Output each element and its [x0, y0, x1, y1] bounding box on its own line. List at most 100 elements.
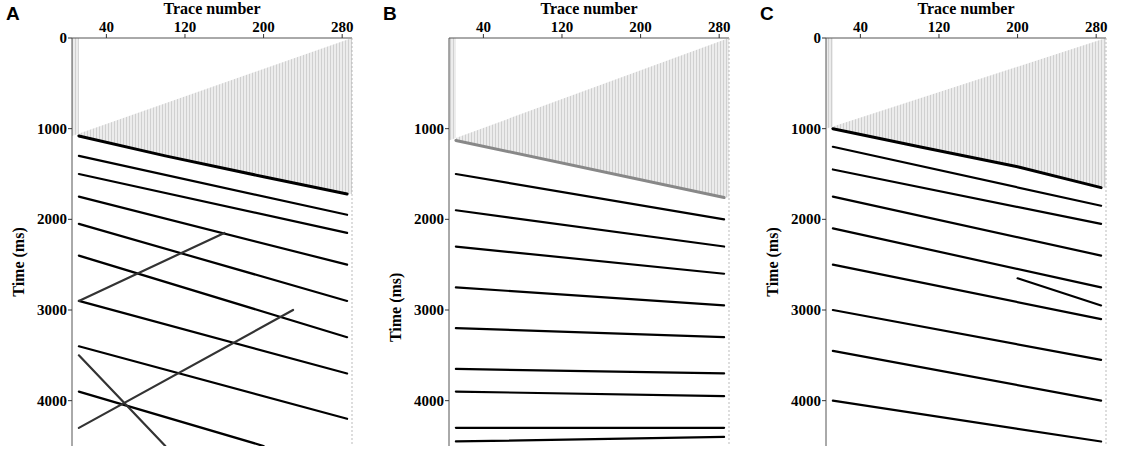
reflection-event: [456, 328, 724, 337]
x-tick-label: 200: [629, 19, 652, 35]
y-tick-label: 4000: [791, 393, 821, 409]
y-tick: [445, 310, 449, 311]
reflection-event: [456, 247, 724, 274]
reflection-event: [833, 265, 1101, 319]
reflection-event: [79, 256, 347, 338]
x-tick-label: 120: [174, 19, 197, 35]
y-tick-label: 1000: [791, 121, 821, 137]
reflection-event: [79, 346, 347, 419]
plot-bg: [449, 38, 729, 446]
reflection-event: [456, 287, 724, 305]
plot-bg: [72, 38, 352, 446]
x-axis-title: Trace number: [540, 0, 637, 17]
reflection-event: [79, 224, 347, 301]
x-tick-label: 200: [1006, 19, 1029, 35]
plot-bg: [826, 38, 1106, 446]
panel: 4012020028001000200030004000Trace number…: [6, 0, 353, 446]
reflection-event: [79, 233, 224, 301]
reflection-event: [456, 392, 724, 397]
panel: 40 120 200 280 1000 2000 3000 4000 Trace number T…: [383, 0, 730, 446]
reflection-event: [79, 310, 293, 428]
y-tick-label: 2000: [37, 211, 67, 227]
x-axis-line: [449, 38, 729, 39]
reflection-event: [456, 210, 724, 246]
reflection-event: [79, 355, 165, 446]
reflection-event: [833, 310, 1101, 360]
y-tick: [445, 400, 449, 401]
muted-zone: [72, 38, 352, 194]
y-tick-label: 3000: [414, 302, 444, 318]
reflection-event: [833, 228, 1101, 287]
right-frame: [352, 38, 353, 446]
x-tick-label: 280: [1085, 19, 1108, 35]
reflection-event: [833, 351, 1101, 401]
panel-label: B: [383, 3, 397, 24]
y-tick-label: 3000: [791, 302, 821, 318]
reflection-event: [79, 197, 347, 265]
y-tick-label: 2000: [791, 211, 821, 227]
y-tick: [822, 400, 826, 401]
y-tick: [822, 38, 826, 39]
reflection-event: [833, 169, 1101, 223]
x-tick-label: 40: [476, 19, 491, 35]
y-tick: [822, 128, 826, 129]
y-tick: [445, 128, 449, 129]
x-tick-label: 280: [331, 19, 354, 35]
x-axis-title: Trace number: [163, 0, 260, 17]
panel: 40 120 200 280 0 1000 2000 3000 4000 Trace number…: [760, 0, 1107, 446]
y-tick: [445, 219, 449, 220]
y-tick: [68, 310, 72, 311]
x-axis-line: [72, 38, 352, 39]
y-tick: [68, 219, 72, 220]
reflection-event: [79, 174, 347, 233]
x-tick-label: 120: [551, 19, 574, 35]
panel-label: A: [6, 3, 20, 24]
y-axis-line: [826, 38, 827, 446]
y-tick: [68, 400, 72, 401]
y-tick-label: 2000: [414, 211, 444, 227]
x-tick-label: 40: [99, 19, 114, 35]
y-tick-label: 0: [814, 30, 822, 46]
plot-area: [449, 38, 729, 446]
y-tick-label: 1000: [414, 121, 444, 137]
figure: 4012020028001000200030004000Trace number…: [0, 0, 1131, 454]
y-tick-label: 0: [60, 30, 68, 46]
y-axis-line: [449, 38, 450, 446]
plot-area: [72, 38, 352, 446]
y-axis-title: Time (ms): [10, 227, 28, 296]
y-axis-title: Time (ms): [764, 227, 782, 296]
y-tick: [68, 128, 72, 129]
first-arrival: [833, 129, 1101, 188]
y-tick-label: 4000: [414, 393, 444, 409]
x-tick-label: 120: [928, 19, 951, 35]
x-axis-line: [826, 38, 1106, 39]
panel-label: C: [760, 3, 774, 24]
right-frame: [729, 38, 730, 446]
x-tick-label: 200: [252, 19, 275, 35]
page: {"chart_data": [ {"type": "line", "panel…: [0, 0, 1131, 454]
reflection-event: [1018, 278, 1102, 305]
y-tick: [822, 219, 826, 220]
y-tick-label: 4000: [37, 393, 67, 409]
y-axis-line: [72, 38, 73, 446]
y-tick-label: 1000: [37, 121, 67, 137]
plot-area: [826, 38, 1106, 446]
x-tick-label: 280: [708, 19, 731, 35]
muted-zone: [826, 38, 1106, 188]
y-axis-title: Time (ms): [387, 273, 405, 342]
reflection-event: [456, 174, 724, 219]
reflection-event: [79, 392, 264, 446]
reflection-event: [456, 369, 724, 374]
reflection-event: [833, 197, 1101, 256]
x-tick-label: 40: [853, 19, 868, 35]
first-arrival: [456, 140, 724, 197]
x-axis-title: Trace number: [917, 0, 1014, 17]
reflection-event: [79, 301, 347, 374]
muted-zone: [449, 38, 729, 198]
y-tick: [822, 310, 826, 311]
reflection-event: [456, 437, 724, 442]
reflection-event: [456, 427, 724, 429]
y-tick: [68, 38, 72, 39]
right-frame: [1106, 38, 1107, 446]
reflection-event: [833, 401, 1101, 442]
